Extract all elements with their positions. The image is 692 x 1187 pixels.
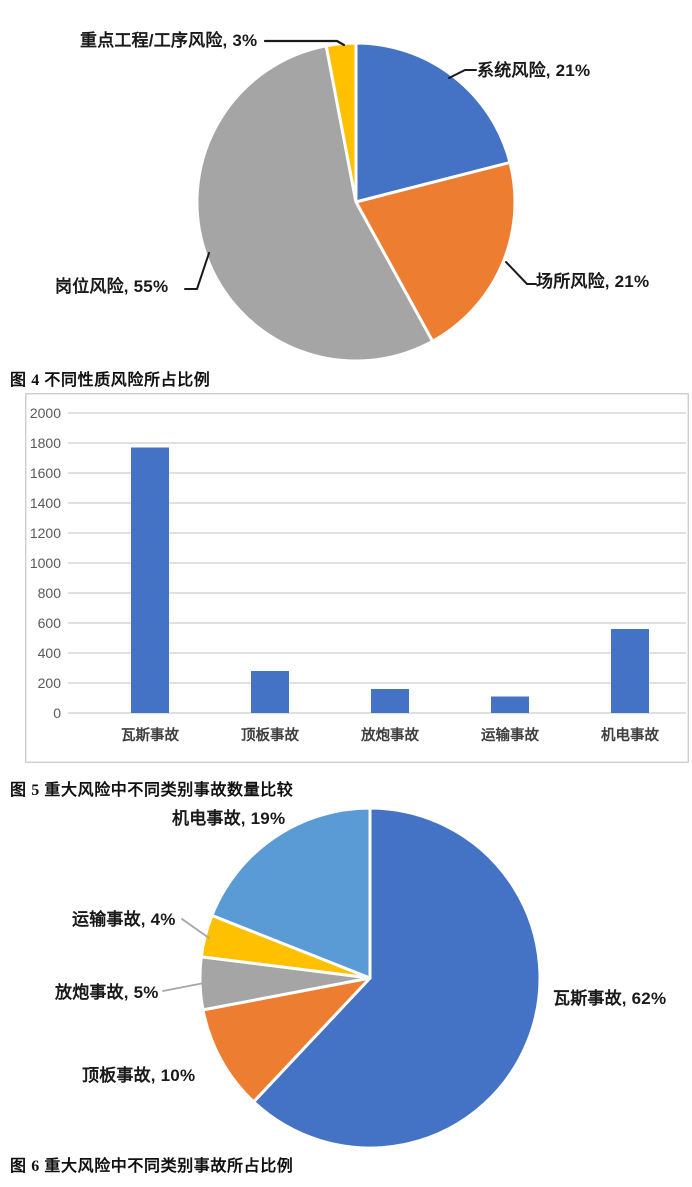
pie-slice	[210, 806, 372, 980]
bar	[611, 629, 649, 713]
pie-label-leader-line	[263, 39, 346, 47]
pie-slice-label: 瓦斯事故, 62%	[553, 989, 667, 1008]
pie-slice-label: 放炮事故, 5%	[55, 983, 159, 1002]
pie-label-leader-line	[505, 261, 537, 285]
pie-slice	[201, 976, 372, 1104]
pie-label-leader-line	[162, 982, 205, 992]
y-axis-tick-label: 400	[38, 645, 62, 661]
bar	[371, 689, 409, 713]
x-axis-category-label: 机电事故	[601, 726, 659, 744]
x-axis-category-label: 顶板事故	[241, 726, 299, 744]
figure4-caption: 图 4 不同性质风险所占比例	[10, 372, 211, 389]
pie-slice	[195, 44, 435, 363]
pie-label-leader-line	[448, 69, 477, 79]
pie-slice-label: 场所风险, 21%	[536, 272, 650, 291]
pie-label-leader-line	[181, 918, 210, 939]
x-axis-category-label: 瓦斯事故	[121, 726, 179, 744]
x-axis-category-label: 放炮事故	[360, 726, 419, 744]
pie-label-leader-line	[184, 252, 210, 290]
pie-slice	[354, 161, 517, 343]
y-axis-tick-label: 200	[38, 675, 62, 691]
y-axis-tick-label: 1000	[30, 555, 61, 571]
y-axis-tick-label: 1200	[30, 525, 61, 541]
y-axis-tick-label: 1600	[30, 465, 61, 481]
figure5-bar-chart: 0 200 400 600 800 1000 1200 1400 1600 1800 2000 瓦斯事…	[25, 393, 689, 763]
pie-slice-label: 运输事故, 4%	[72, 910, 176, 929]
y-axis-tick-label: 2000	[30, 405, 61, 421]
bar	[491, 696, 529, 713]
y-axis-tick-label: 1800	[30, 435, 61, 451]
pie-slice-label: 机电事故, 19%	[172, 809, 286, 828]
chart-frame	[25, 393, 689, 763]
pie-slice-label: 重点工程/工序风险, 3%	[80, 31, 258, 50]
y-axis-tick-label: 800	[38, 585, 62, 601]
y-axis-tick-label: 1400	[30, 495, 61, 511]
figure6-caption: 图 6 重大风险中不同类别事故所占比例	[10, 1158, 294, 1175]
pie-slice-label: 顶板事故, 10%	[82, 1066, 196, 1085]
bar	[251, 671, 289, 713]
y-axis-tick-label: 0	[53, 705, 61, 721]
figure6-pie-chart	[162, 806, 542, 1150]
pie-slice-label: 岗位风险, 55%	[55, 277, 169, 296]
figure5-caption: 图 5 重大风险中不同类别事故数量比较	[10, 782, 294, 799]
y-axis-tick-label: 600	[38, 615, 62, 631]
pie-slice-label: 系统风险, 21%	[477, 61, 591, 80]
x-axis-category-label: 运输事故	[481, 726, 539, 744]
figure4-pie-chart	[184, 39, 537, 363]
bar	[131, 447, 169, 713]
pie-slice	[252, 806, 542, 1150]
